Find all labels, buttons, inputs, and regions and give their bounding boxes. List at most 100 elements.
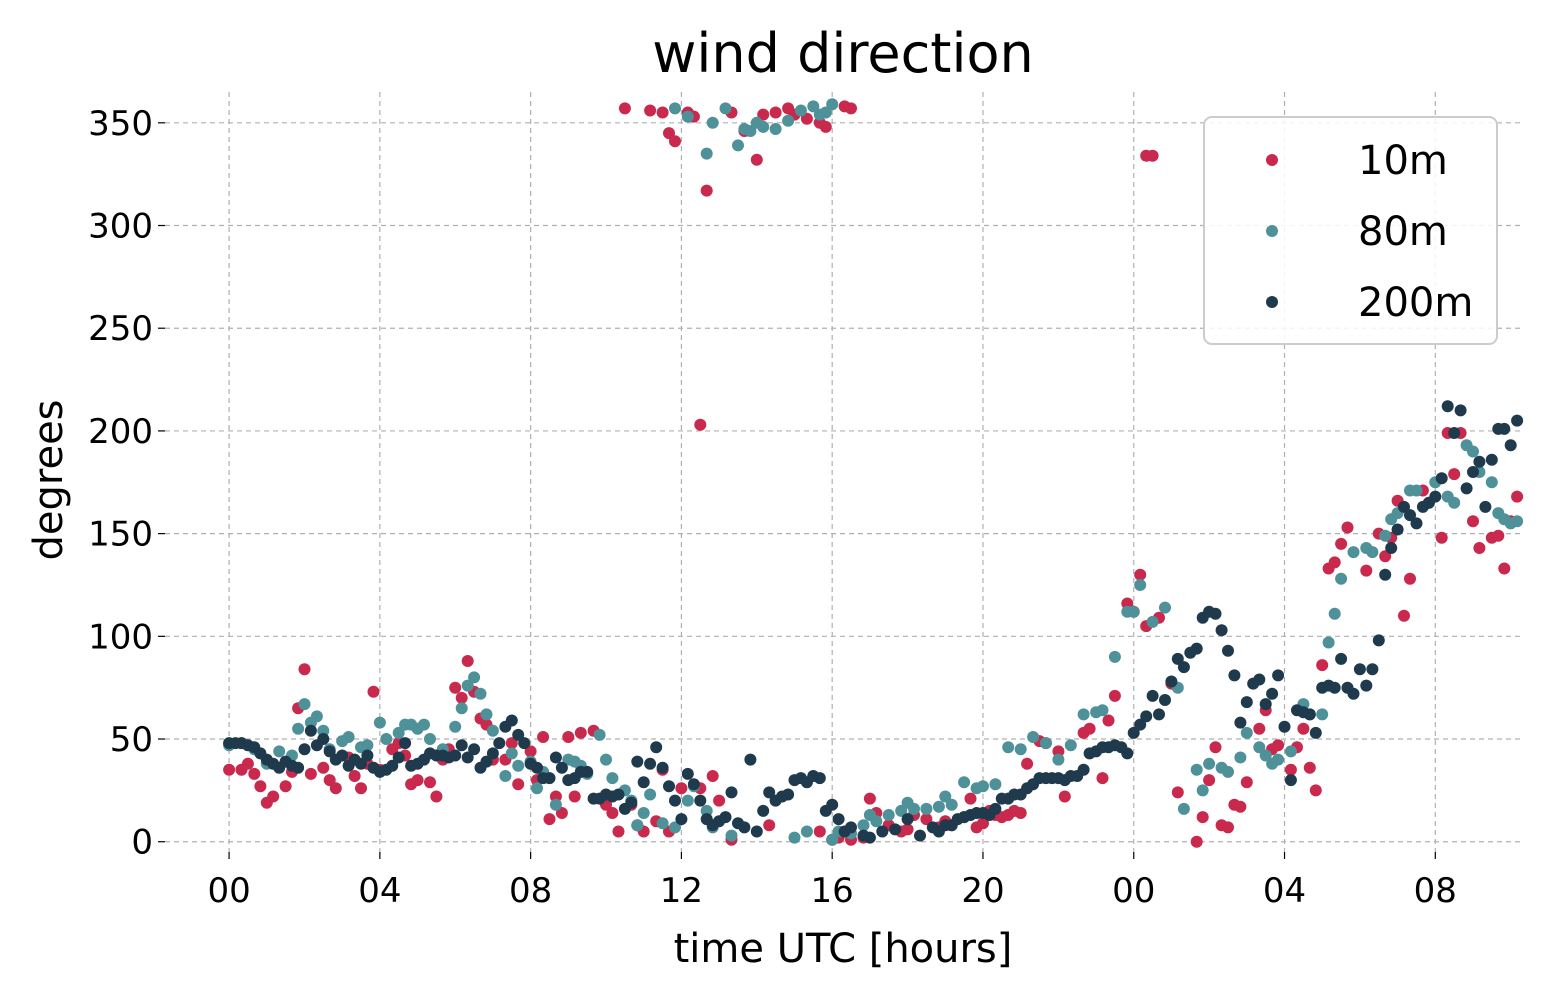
data-point	[1121, 747, 1134, 760]
data-point	[1511, 414, 1524, 427]
data-point	[989, 778, 1002, 791]
data-point	[637, 776, 650, 789]
data-point	[254, 780, 267, 793]
data-point	[1159, 601, 1171, 614]
data-point	[455, 702, 468, 715]
data-point	[1284, 763, 1297, 776]
data-point	[298, 663, 311, 676]
data-point	[1347, 687, 1360, 700]
data-point	[706, 770, 719, 782]
data-point	[914, 829, 926, 842]
data-point	[757, 120, 770, 133]
data-point	[1435, 531, 1448, 544]
data-point	[468, 743, 481, 756]
data-point	[669, 135, 681, 148]
data-point	[1353, 663, 1366, 676]
data-point	[863, 792, 876, 805]
data-point	[273, 745, 286, 758]
data-point	[681, 110, 694, 123]
axis-ticks: 00 04 08 12 16 20 00 04 08 0 50 100 150 200 250 300 350	[88, 104, 1457, 911]
data-point	[750, 825, 763, 838]
data-point	[392, 726, 405, 739]
data-point	[1448, 468, 1461, 481]
data-point	[1222, 821, 1234, 834]
data-point	[1347, 546, 1360, 559]
data-point	[782, 788, 795, 801]
data-point	[399, 737, 412, 750]
data-point	[989, 802, 1002, 815]
data-point	[505, 747, 518, 760]
data-point	[323, 774, 336, 787]
data-point	[455, 739, 468, 752]
legend-label: 80m	[1358, 209, 1448, 255]
data-point	[631, 755, 644, 768]
data-point	[1404, 572, 1416, 585]
data-point	[882, 809, 895, 821]
data-point	[486, 724, 499, 737]
data-point	[631, 819, 644, 832]
x-tick-label: 08	[509, 871, 552, 911]
data-point	[612, 825, 625, 838]
data-point	[1410, 484, 1423, 497]
data-point	[663, 780, 675, 793]
data-point	[706, 116, 719, 129]
data-point	[386, 759, 399, 772]
data-point	[694, 794, 707, 807]
data-point	[1272, 669, 1285, 682]
data-point	[725, 829, 738, 842]
data-point	[813, 825, 826, 838]
data-point	[1498, 422, 1511, 435]
data-point	[669, 794, 681, 807]
data-point	[625, 796, 638, 809]
data-point	[574, 726, 587, 739]
data-point	[361, 749, 374, 762]
data-point	[348, 770, 361, 782]
data-point	[901, 813, 914, 826]
data-point	[650, 741, 663, 754]
data-point	[1240, 726, 1253, 739]
data-point	[757, 108, 770, 121]
legend-box	[1203, 116, 1498, 345]
data-point	[1511, 490, 1524, 503]
data-point	[1316, 659, 1329, 672]
data-point	[1278, 720, 1291, 733]
data-point	[549, 751, 562, 764]
data-point	[512, 778, 525, 791]
data-point	[826, 833, 839, 846]
data-point	[920, 802, 933, 815]
data-point	[800, 825, 813, 838]
data-point	[1328, 556, 1341, 569]
data-point	[392, 751, 405, 764]
data-point	[1240, 776, 1253, 789]
legend-label: 200m	[1358, 280, 1473, 326]
data-point	[531, 782, 543, 795]
data-point	[1360, 564, 1373, 577]
data-point	[1266, 687, 1279, 700]
data-point	[1203, 774, 1216, 787]
y-tick-label: 50	[110, 720, 153, 760]
data-point	[713, 794, 726, 807]
data-point	[644, 104, 657, 117]
data-point	[367, 685, 380, 698]
data-point	[355, 782, 367, 795]
x-tick-label: 00	[1112, 871, 1155, 911]
data-point	[537, 731, 550, 743]
x-axis-title: time UTC [hours]	[674, 926, 1013, 972]
y-tick-label: 100	[88, 617, 153, 657]
data-point	[1492, 529, 1505, 542]
data-point	[480, 708, 493, 721]
data-point	[223, 763, 236, 776]
data-point	[1460, 482, 1473, 495]
data-point	[681, 767, 694, 780]
data-point	[1379, 550, 1392, 563]
data-point	[612, 788, 625, 801]
data-point	[1096, 704, 1109, 717]
data-point	[1146, 689, 1159, 702]
data-point	[681, 794, 694, 807]
legend-marker	[1266, 225, 1278, 237]
data-point	[1228, 669, 1241, 682]
data-point	[1429, 490, 1442, 503]
data-point	[1328, 607, 1341, 620]
data-point	[1222, 644, 1234, 657]
data-point	[694, 418, 707, 431]
